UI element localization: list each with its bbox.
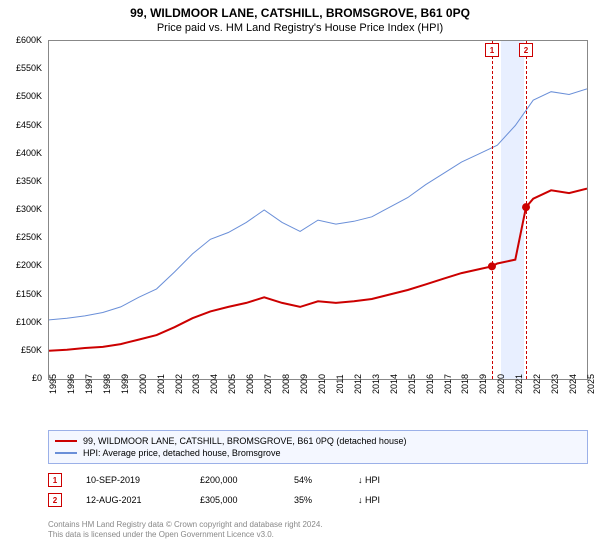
legend: 99, WILDMOOR LANE, CATSHILL, BROMSGROVE,… (48, 430, 588, 464)
x-tick-label: 1997 (84, 374, 94, 394)
legend-item: HPI: Average price, detached house, Brom… (55, 447, 581, 459)
y-tick-label: £300K (16, 204, 42, 214)
y-tick-label: £200K (16, 260, 42, 270)
x-tick-label: 2002 (174, 374, 184, 394)
footer-line-1: Contains HM Land Registry data © Crown c… (48, 520, 588, 530)
legend-item: 99, WILDMOOR LANE, CATSHILL, BROMSGROVE,… (55, 435, 581, 447)
sale-pct: 35% (294, 495, 334, 505)
x-tick-label: 2015 (407, 374, 417, 394)
x-tick-label: 2004 (209, 374, 219, 394)
x-tick-label: 2001 (156, 374, 166, 394)
sale-vline (492, 41, 493, 379)
x-tick-label: 2020 (496, 374, 506, 394)
x-tick-label: 2018 (460, 374, 470, 394)
y-tick-label: £350K (16, 176, 42, 186)
y-tick-label: £600K (16, 35, 42, 45)
plot-svg (49, 41, 587, 379)
x-tick-label: 2007 (263, 374, 273, 394)
sale-date: 12-AUG-2021 (86, 495, 176, 505)
sale-vline (526, 41, 527, 379)
x-tick-label: 2008 (281, 374, 291, 394)
chart-subtitle: Price paid vs. HM Land Registry's House … (0, 20, 600, 36)
x-tick-label: 2016 (425, 374, 435, 394)
sale-row: 2 12-AUG-2021 £305,000 35% ↓ HPI (48, 490, 588, 510)
x-tick-label: 1998 (102, 374, 112, 394)
x-tick-label: 1996 (66, 374, 76, 394)
page: 99, WILDMOOR LANE, CATSHILL, BROMSGROVE,… (0, 0, 600, 560)
x-tick-label: 2022 (532, 374, 542, 394)
chart-title: 99, WILDMOOR LANE, CATSHILL, BROMSGROVE,… (0, 0, 600, 20)
footer-line-2: This data is licensed under the Open Gov… (48, 530, 588, 540)
x-tick-label: 2006 (245, 374, 255, 394)
legend-label: HPI: Average price, detached house, Brom… (83, 448, 280, 458)
sale-date: 10-SEP-2019 (86, 475, 176, 485)
legend-label: 99, WILDMOOR LANE, CATSHILL, BROMSGROVE,… (83, 436, 406, 446)
x-tick-label: 2003 (191, 374, 201, 394)
x-tick-label: 2010 (317, 374, 327, 394)
sale-pct: 54% (294, 475, 334, 485)
x-tick-label: 2011 (335, 374, 345, 393)
footer: Contains HM Land Registry data © Crown c… (48, 520, 588, 541)
y-tick-label: £100K (16, 317, 42, 327)
sale-marker-icon: 2 (48, 493, 62, 507)
x-tick-label: 2024 (568, 374, 578, 394)
x-tick-label: 2025 (586, 374, 596, 394)
sale-price: £200,000 (200, 475, 270, 485)
x-tick-label: 2000 (138, 374, 148, 394)
y-tick-label: £0 (32, 373, 42, 383)
plot-region: 12 (48, 40, 588, 380)
x-tick-label: 2013 (371, 374, 381, 394)
sale-marker-icon: 1 (48, 473, 62, 487)
x-tick-label: 2012 (353, 374, 363, 394)
x-tick-label: 2019 (478, 374, 488, 394)
chart-area: 12 £0£50K£100K£150K£200K£250K£300K£350K£… (48, 40, 588, 400)
y-tick-label: £550K (16, 63, 42, 73)
y-tick-label: £500K (16, 91, 42, 101)
legend-swatch (55, 452, 77, 454)
x-tick-label: 2023 (550, 374, 560, 394)
x-tick-label: 2005 (227, 374, 237, 394)
y-tick-label: £250K (16, 232, 42, 242)
y-tick-label: £450K (16, 120, 42, 130)
series-property (49, 189, 587, 351)
sale-marker-top: 2 (519, 43, 533, 57)
legend-swatch (55, 440, 77, 442)
sale-price: £305,000 (200, 495, 270, 505)
sale-direction: ↓ HPI (358, 495, 418, 505)
sale-marker-top: 1 (485, 43, 499, 57)
sale-direction: ↓ HPI (358, 475, 418, 485)
y-tick-label: £50K (21, 345, 42, 355)
x-tick-label: 1999 (120, 374, 130, 394)
sale-row: 1 10-SEP-2019 £200,000 54% ↓ HPI (48, 470, 588, 490)
x-tick-label: 2009 (299, 374, 309, 394)
x-tick-label: 2017 (443, 374, 453, 394)
series-hpi (49, 89, 587, 320)
x-tick-label: 2021 (514, 374, 524, 394)
y-tick-label: £400K (16, 148, 42, 158)
x-tick-label: 2014 (389, 374, 399, 394)
sales-table: 1 10-SEP-2019 £200,000 54% ↓ HPI 2 12-AUG-2021… (48, 470, 588, 510)
y-tick-label: £150K (16, 289, 42, 299)
x-tick-label: 1995 (48, 374, 58, 394)
